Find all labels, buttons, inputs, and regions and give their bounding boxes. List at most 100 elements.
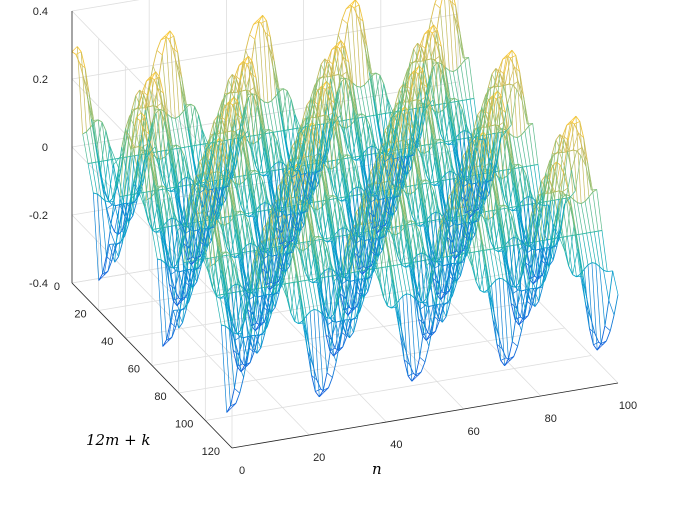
mesh-line [420,361,426,373]
mesh-line [241,63,248,92]
mesh-line [172,310,180,329]
mesh-line [339,317,345,342]
mesh-line [245,335,253,367]
mesh-line [334,234,341,294]
mesh-line [274,253,281,285]
mesh-line [206,185,213,210]
mesh-line [319,95,326,120]
mesh-line [453,0,457,6]
mesh-line [194,106,199,116]
mesh-line [249,188,257,218]
mesh-line [286,251,293,256]
mesh-line [176,300,183,306]
mesh-line [588,191,594,198]
mesh-line [341,331,347,337]
mesh-line [446,261,452,286]
mesh-line [206,188,213,217]
mesh-line [243,336,250,338]
mesh-line [134,127,141,151]
mesh-line [124,156,131,218]
mesh-line [128,155,135,222]
mesh-line [171,117,178,149]
mesh-line [339,49,345,79]
mesh-line [581,147,587,167]
mesh-line [217,140,224,202]
mesh-line [130,95,137,157]
mesh-line [324,270,331,351]
mesh-line [296,212,303,231]
mesh-line [235,229,242,259]
mesh-line [79,63,86,69]
mesh-line [170,186,175,189]
mesh-line [428,146,433,152]
mesh-line [317,201,324,240]
mesh-line [107,164,114,201]
mesh-line [492,212,497,218]
mesh-line [122,195,129,243]
mesh-line [315,172,322,217]
mesh-line [182,308,187,323]
mesh-line [530,245,535,276]
mesh-line [474,250,479,253]
mesh-line [341,8,347,20]
mesh-line [156,50,163,56]
mesh-line [165,37,172,118]
mesh-line [369,257,376,277]
mesh-line [332,195,338,198]
mesh-line [394,305,401,336]
mesh-line [466,252,471,254]
mesh-line [234,388,240,394]
mesh-line [167,310,174,342]
mesh-line [265,133,272,169]
mesh-line [235,392,241,404]
mesh-line [269,132,276,165]
mesh-line [82,133,89,164]
mesh-line [102,189,109,201]
mesh-line [436,142,441,144]
mesh-line [231,292,238,335]
mesh-line [579,121,585,138]
mesh-line [285,99,292,142]
mesh-line [265,152,272,182]
mesh-line [316,280,323,311]
mesh-line [173,267,179,297]
mesh-line [158,121,165,167]
mesh-line [276,131,283,163]
mesh-line [407,224,414,260]
mesh-line [300,281,307,317]
mesh-line [266,251,272,282]
mesh-line [268,236,275,256]
mesh-line [229,254,237,285]
mesh-line [362,268,368,275]
mesh-line [111,158,116,161]
mesh-line [242,55,249,62]
mesh-line [164,263,171,323]
mesh-line [198,114,205,145]
mesh-line [393,264,398,267]
mesh-line [481,140,487,171]
mesh-line [575,115,581,122]
mesh-line [497,246,502,249]
mesh-line [590,231,595,233]
mesh-line [338,229,345,311]
mesh-line [402,293,407,297]
mesh-line [229,144,236,168]
mesh-line [308,172,315,191]
mesh-line [239,107,246,149]
mesh-line [96,121,103,149]
mesh-line [419,222,426,254]
mesh-line [245,89,250,92]
mesh-line [199,144,206,183]
mesh-line [190,210,197,231]
mesh-line [174,118,181,148]
mesh-line [195,173,202,185]
mesh-line [381,267,388,306]
mesh-line [181,223,188,252]
mesh-line [452,69,458,72]
mesh-line [224,217,232,256]
mesh-line [248,97,255,136]
mesh-line [241,70,248,95]
mesh-line [304,279,309,282]
mesh-line [351,224,358,236]
mesh-line [400,197,407,222]
